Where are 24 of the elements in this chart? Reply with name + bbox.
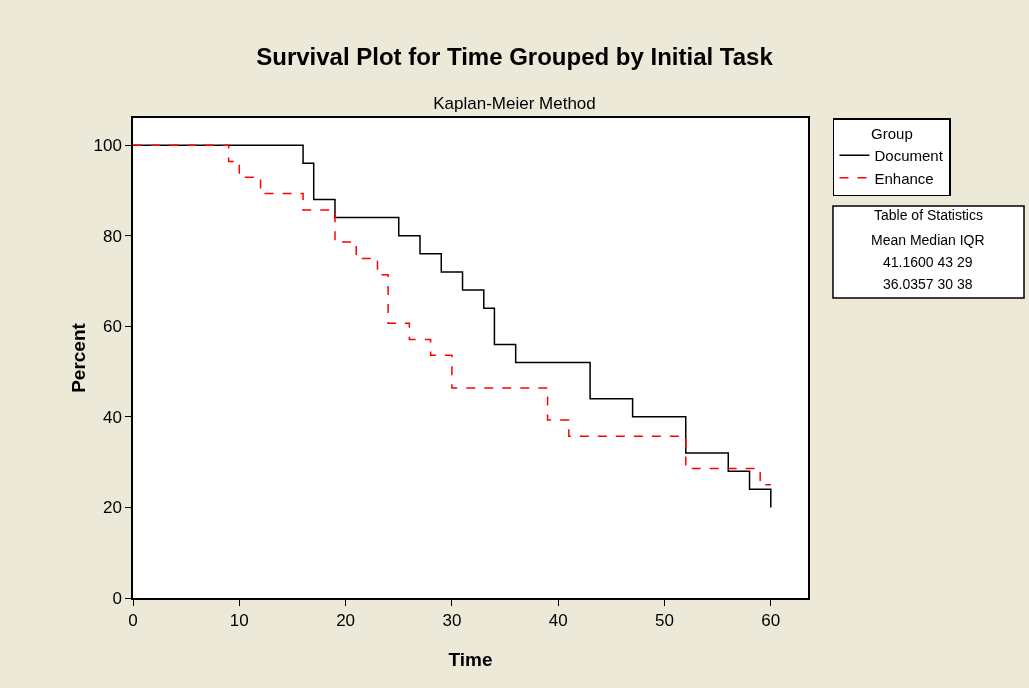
y-tick-label: 100 (93, 136, 122, 156)
y-tick-label: 20 (102, 498, 122, 518)
x-tick-label: 10 (229, 611, 249, 631)
chart-subtitle: Kaplan-Meier Method (433, 94, 596, 114)
text: Table of Statistics (874, 207, 983, 223)
legend-label: Document (874, 147, 944, 165)
x-axis-title: Time (448, 648, 493, 670)
y-tick-label: 0 (112, 588, 122, 608)
x-tick-label: 60 (761, 611, 781, 631)
x-tick-label: 30 (442, 611, 462, 631)
legend-label: Enhance (874, 169, 934, 187)
x-tick-label: 20 (336, 611, 356, 631)
x-tick-label: 50 (655, 611, 674, 631)
y-axis-title: Percent (67, 322, 89, 393)
y-tick-label: 40 (102, 407, 122, 427)
legend-title: Group (871, 125, 913, 142)
y-tick-label: 80 (102, 226, 122, 246)
x-tick-label: 0 (128, 611, 138, 631)
text: 41.1600 43 29 (883, 254, 973, 270)
text: 36.0357 30 38 (883, 276, 973, 292)
y-tick-label: 60 (102, 317, 122, 337)
text: Mean Median IQR (871, 232, 985, 248)
x-tick-label: 40 (548, 611, 568, 631)
chart-title: Survival Plot for Time Grouped by Initial Task (256, 42, 774, 70)
